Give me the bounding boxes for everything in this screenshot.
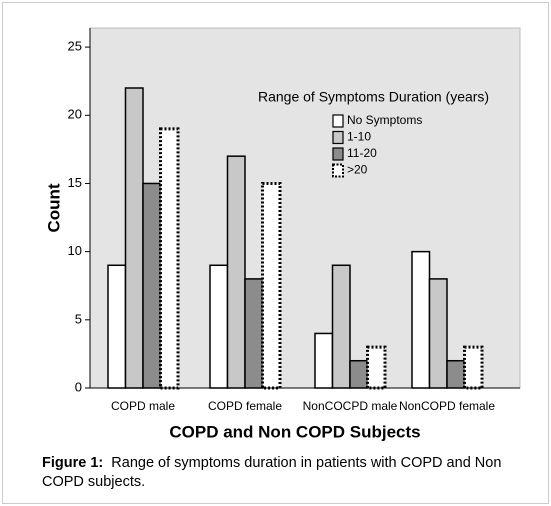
legend-swatch — [332, 130, 344, 145]
y-tick-label: 15 — [68, 175, 82, 190]
chart: Count COPD and Non COPD Subjects Range o… — [44, 27, 521, 441]
y-tick-label: 20 — [68, 107, 82, 122]
bar — [428, 278, 448, 389]
legend-label: >20 — [347, 163, 368, 177]
bar — [411, 250, 431, 389]
bar — [366, 345, 387, 390]
y-axis-label: Count — [44, 183, 63, 232]
bar — [226, 155, 246, 389]
legend-title: Range of Symptoms Duration (years) — [258, 89, 489, 105]
legend-swatch — [332, 163, 344, 178]
caption-label: Figure 1: — [42, 455, 104, 471]
x-tick-label: NonCOPD female — [399, 399, 495, 413]
bar — [446, 359, 466, 389]
bar — [331, 264, 351, 389]
bar — [124, 87, 144, 389]
bar — [314, 332, 334, 389]
bar — [159, 127, 180, 390]
y-tick-label: 5 — [75, 311, 82, 326]
bar — [349, 359, 369, 389]
y-tick-label: 0 — [75, 379, 82, 394]
legend-swatch — [332, 147, 344, 161]
legend-swatch — [332, 114, 344, 128]
caption: Figure 1: Range of symptoms duration in … — [42, 454, 522, 492]
x-axis-label: COPD and Non COPD Subjects — [169, 422, 420, 441]
legend-label: No Symptoms — [347, 113, 422, 127]
bar — [244, 278, 264, 389]
y-tick-label: 10 — [68, 243, 82, 258]
caption-text: Range of symptoms duration in patients w… — [42, 455, 502, 490]
bar — [209, 264, 229, 389]
bar — [107, 264, 127, 389]
legend-label: 11-20 — [347, 146, 377, 160]
x-tick-label: COPD female — [208, 399, 282, 413]
legend-label: 1-10 — [347, 130, 371, 144]
bar — [142, 182, 162, 389]
x-tick-label: NonCOCPD male — [303, 399, 398, 413]
x-tick-label: COPD male — [111, 399, 175, 413]
bar — [463, 345, 484, 390]
y-tick-label: 25 — [68, 39, 82, 54]
bar — [261, 181, 282, 390]
